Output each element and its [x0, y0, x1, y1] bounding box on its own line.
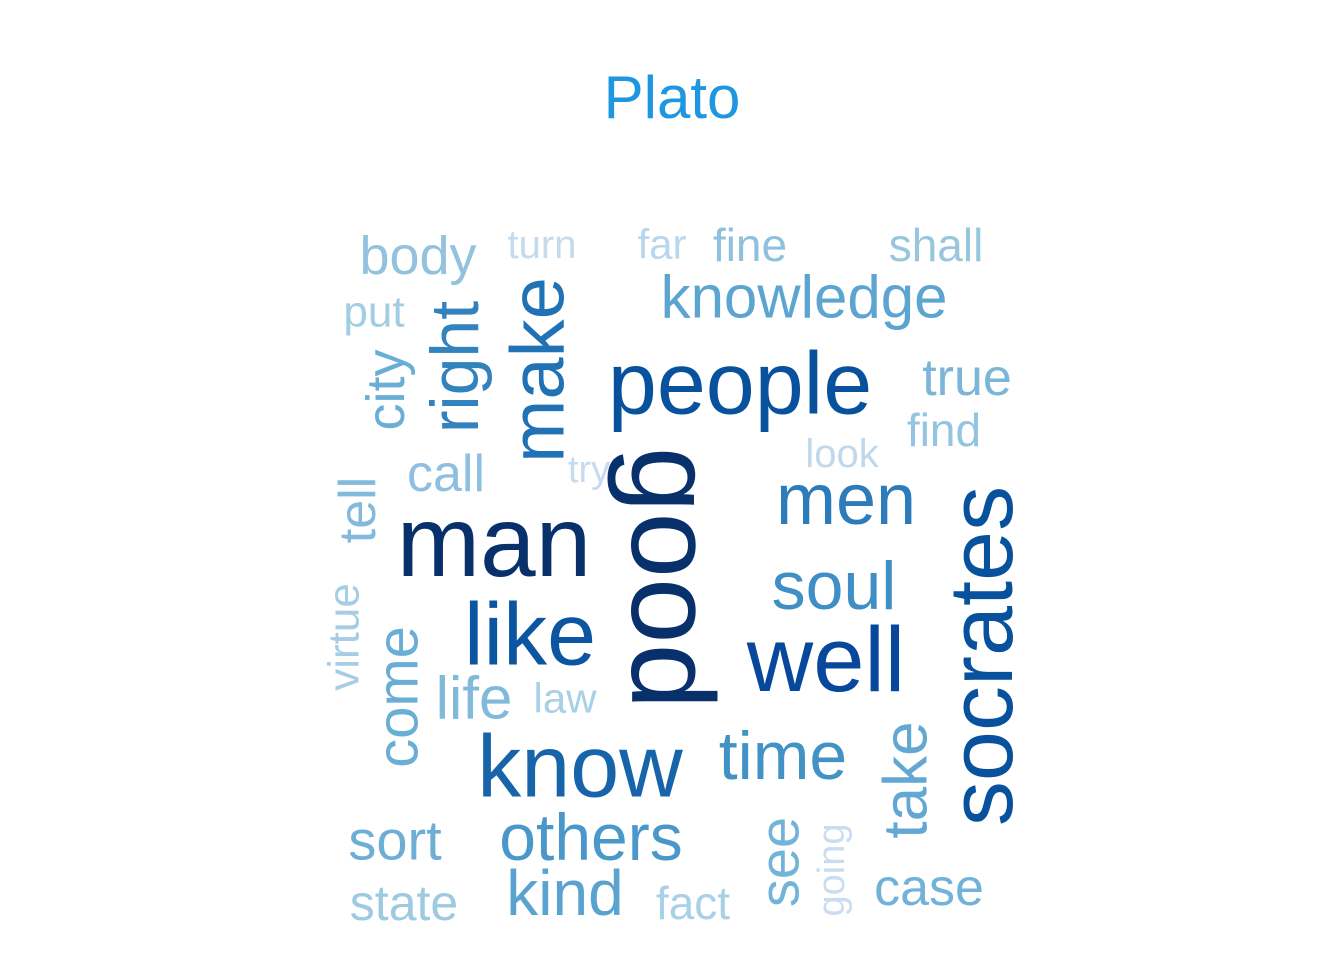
word-body: body: [359, 226, 476, 286]
word-virtue: virtue: [320, 583, 369, 691]
word-like: like: [464, 585, 596, 684]
word-knowledge: knowledge: [661, 264, 948, 331]
word-good: good: [606, 447, 738, 710]
word-know: know: [477, 717, 683, 816]
word-fine: fine: [713, 219, 787, 271]
word-call: call: [407, 445, 485, 503]
word-well: well: [746, 609, 905, 711]
word-city: city: [356, 350, 416, 431]
word-kind: kind: [506, 857, 623, 929]
word-see: see: [748, 817, 811, 907]
word-come: come: [366, 626, 431, 768]
word-true: true: [922, 349, 1012, 407]
word-look: look: [805, 432, 879, 476]
word-try: try: [568, 449, 610, 491]
word-man: man: [397, 486, 592, 598]
chart-title: Plato: [603, 64, 741, 131]
word-turn: turn: [508, 223, 577, 267]
word-fact: fact: [656, 877, 730, 929]
word-life: life: [436, 665, 513, 732]
word-case: case: [874, 859, 984, 917]
word-socrates: socrates: [932, 486, 1032, 826]
word-sort: sort: [348, 809, 442, 872]
word-shall: shall: [889, 219, 984, 271]
word-find: find: [907, 404, 981, 456]
word-time: time: [719, 718, 847, 794]
word-put: put: [343, 288, 404, 337]
word-tell: tell: [329, 477, 387, 543]
word-people: people: [608, 334, 872, 433]
word-make: make: [496, 277, 581, 463]
word-soul: soul: [772, 548, 897, 624]
word-take: take: [872, 721, 941, 838]
word-state: state: [350, 875, 458, 931]
word-law: law: [533, 675, 597, 722]
word-far: far: [637, 221, 686, 268]
word-going: going: [811, 824, 853, 917]
word-men: men: [776, 460, 916, 540]
word-others: others: [499, 800, 682, 874]
word-right: right: [417, 301, 493, 433]
